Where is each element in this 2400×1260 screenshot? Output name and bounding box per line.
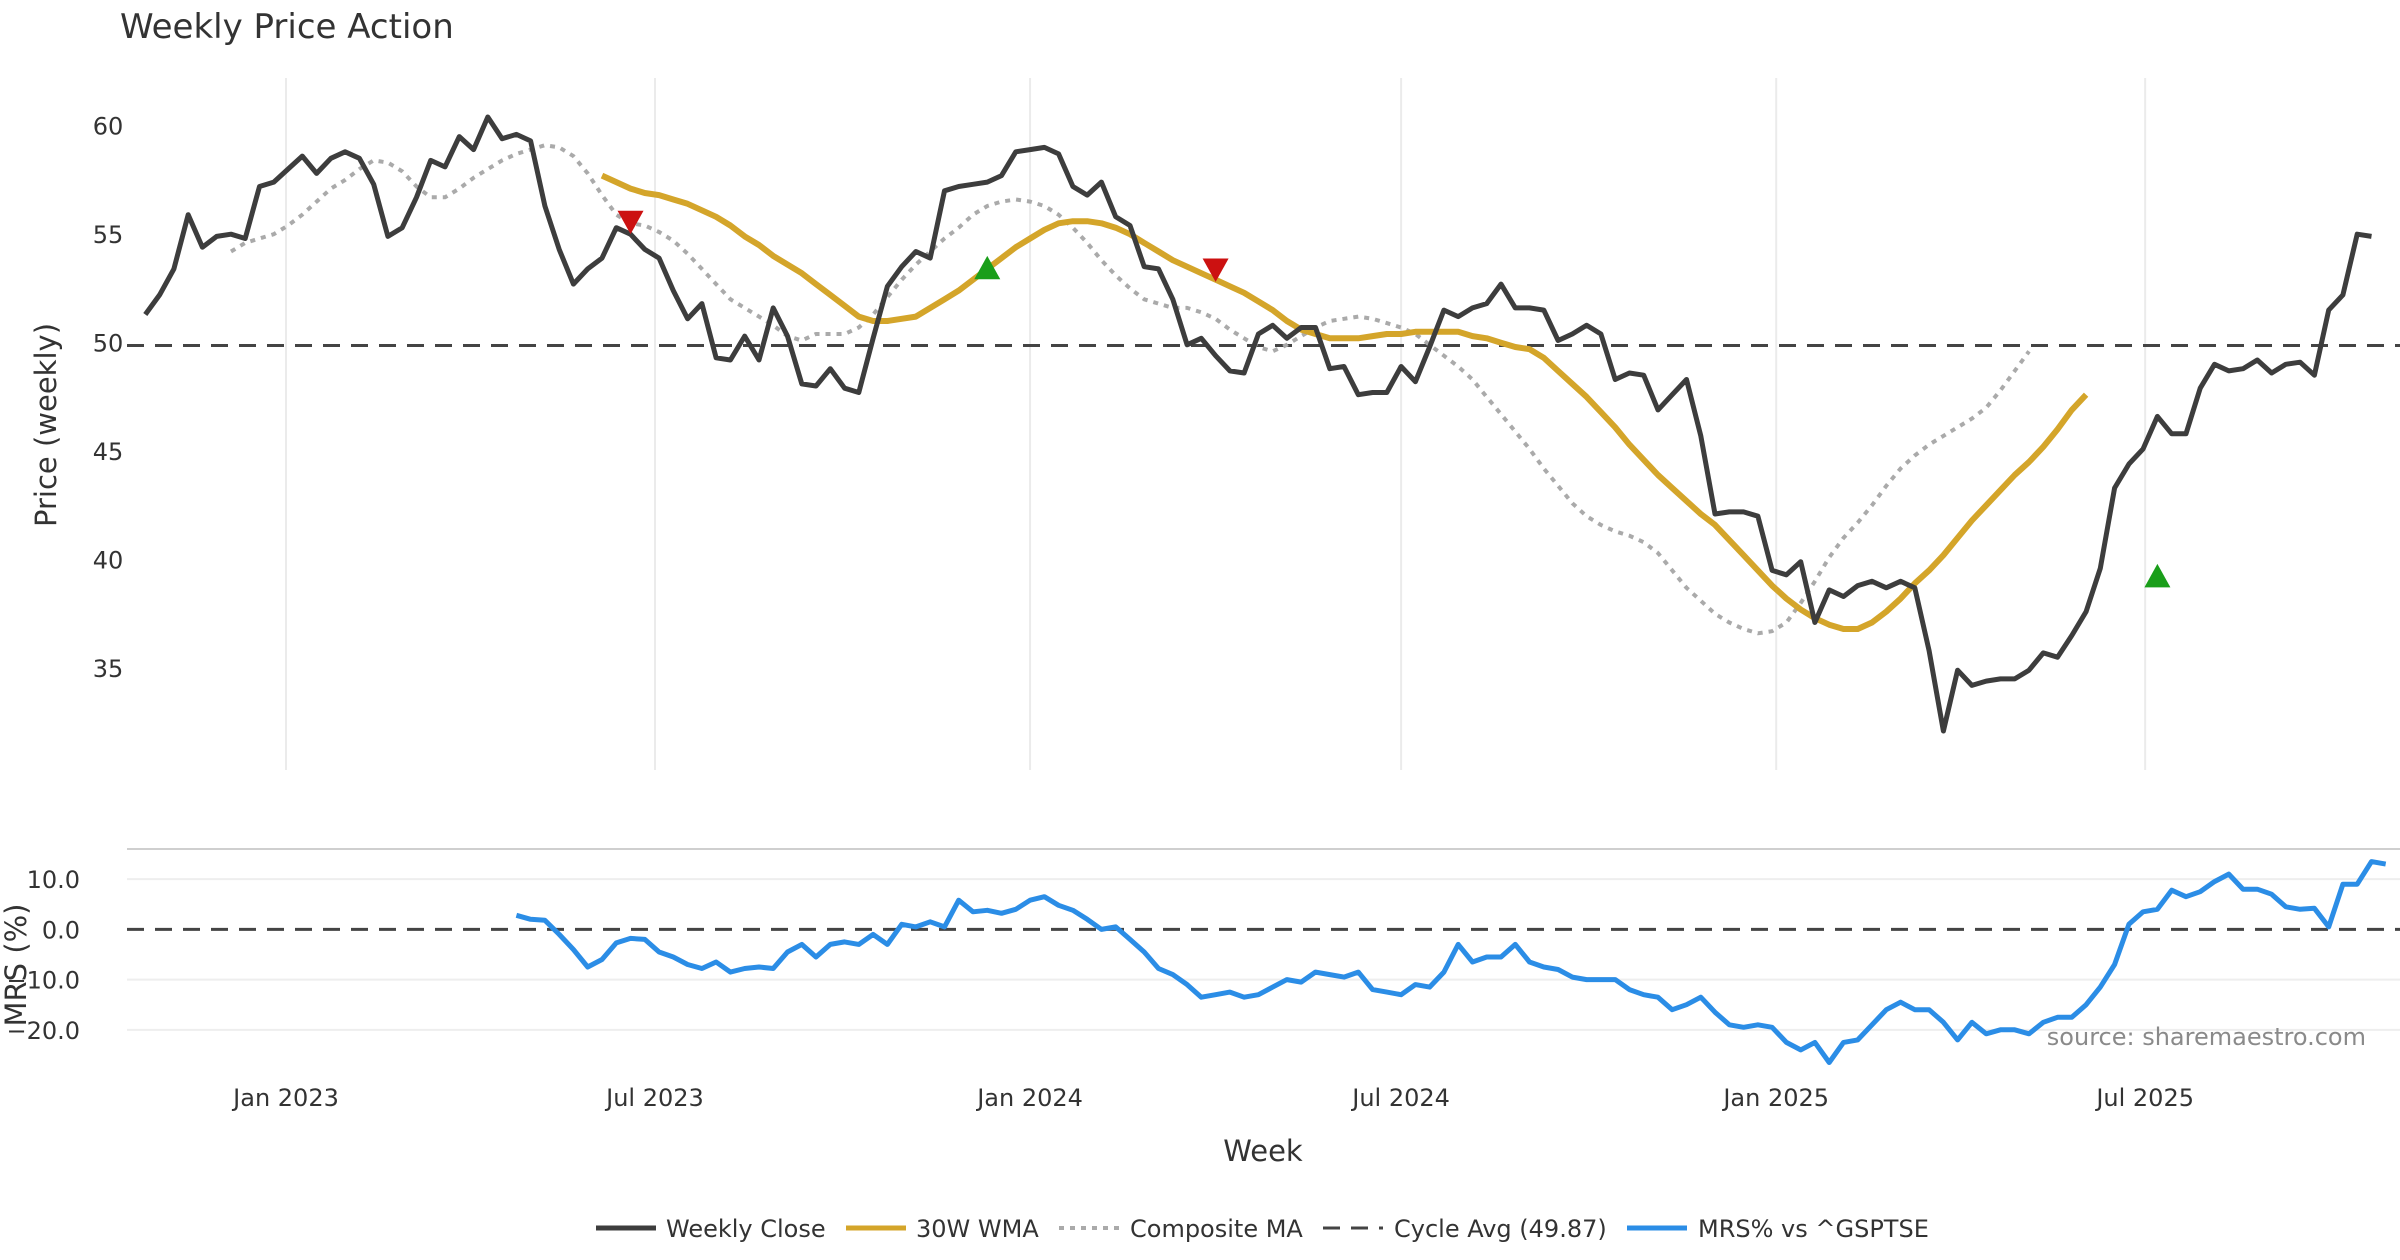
- signal-markers: [617, 210, 2171, 588]
- x-axis-title: Week: [1223, 1134, 1303, 1168]
- buy-marker: [974, 255, 1001, 280]
- x-axis-ticks: Jan 2023 Jul 2023 Jan 2024 Jul 2024 Jan 2025…: [231, 1084, 2194, 1112]
- price-axis-ticks: 35 40 45 50 55 60: [93, 113, 124, 683]
- legend-item-weekly-close: Weekly Close: [596, 1215, 826, 1243]
- legend-label-30w-wma: 30W WMA: [916, 1215, 1039, 1243]
- weekly-close-line: [143, 114, 2372, 734]
- sell-marker: [1202, 258, 1229, 282]
- price-vertical-grid: [285, 78, 2147, 770]
- mrs-horizontal-grid: [127, 878, 2400, 1031]
- legend-item-30w-wma: 30W WMA: [846, 1215, 1039, 1243]
- x-tick-label: Jan 2023: [231, 1084, 339, 1112]
- chart-title: Weekly Price Action: [120, 7, 454, 47]
- price-tick-label: 60: [93, 113, 124, 141]
- mrs-tick-label: −20.0: [6, 1017, 80, 1045]
- price-tick-label: 50: [93, 330, 124, 358]
- price-tick-label: 40: [93, 547, 124, 575]
- legend-item-mrs: MRS% vs ^GSPTSE: [1627, 1215, 1929, 1243]
- x-tick-label: Jul 2025: [2094, 1084, 2194, 1112]
- legend-label-mrs: MRS% vs ^GSPTSE: [1698, 1215, 1929, 1243]
- legend: Weekly Close 30W WMA Composite MA Cycle …: [596, 1215, 1929, 1243]
- price-tick-label: 55: [93, 221, 124, 249]
- mrs-tick-label: −10.0: [6, 967, 80, 995]
- x-tick-label: Jan 2024: [975, 1084, 1083, 1112]
- mrs-line: [515, 859, 2387, 1065]
- price-axis-title: Price (weekly): [29, 323, 63, 527]
- x-tick-label: Jan 2025: [1721, 1084, 1829, 1112]
- x-tick-label: Jul 2023: [604, 1084, 704, 1112]
- legend-label-weekly-close: Weekly Close: [666, 1215, 826, 1243]
- price-panel: 35 40 45 50 55 60: [93, 78, 2400, 770]
- mrs-tick-label: 0.0: [42, 916, 80, 944]
- legend-item-composite-ma: Composite MA: [1059, 1215, 1303, 1243]
- composite-ma-line: [229, 143, 2031, 636]
- legend-item-cycle-avg: Cycle Avg (49.87): [1323, 1215, 1607, 1243]
- mrs-panel: −20.0 −10.0 0.0 10.0: [6, 848, 2400, 1065]
- price-tick-label: 45: [93, 438, 124, 466]
- wma-30w-line: [600, 172, 2089, 632]
- source-note: source: sharemaestro.com: [2047, 1023, 2366, 1051]
- sell-marker: [617, 210, 644, 235]
- x-tick-label: Jul 2024: [1350, 1084, 1450, 1112]
- mrs-axis-title: MRS (%): [0, 904, 33, 1027]
- mrs-axis-ticks: −20.0 −10.0 0.0 10.0: [6, 866, 80, 1045]
- legend-label-composite-ma: Composite MA: [1130, 1215, 1303, 1243]
- legend-label-cycle-avg: Cycle Avg (49.87): [1394, 1215, 1607, 1243]
- mrs-tick-label: 10.0: [27, 866, 80, 894]
- price-tick-label: 35: [93, 655, 124, 683]
- buy-marker: [2144, 563, 2171, 588]
